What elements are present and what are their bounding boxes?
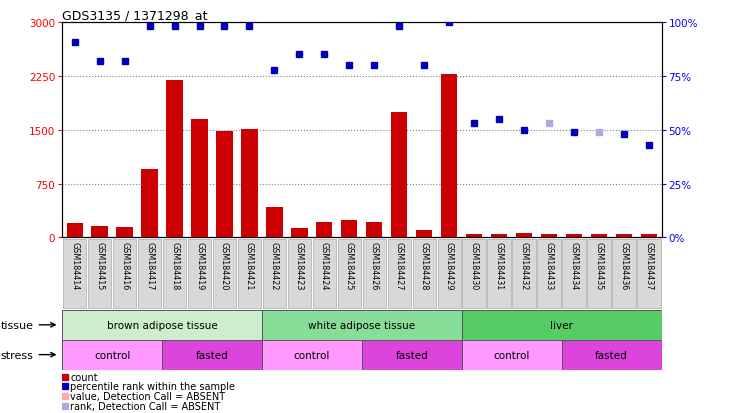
Text: control: control bbox=[94, 350, 130, 360]
Bar bbox=[63, 239, 86, 309]
Text: GSM184434: GSM184434 bbox=[569, 242, 579, 290]
Bar bbox=[138, 239, 162, 309]
Text: fasted: fasted bbox=[595, 350, 628, 360]
Bar bbox=[387, 239, 411, 309]
Bar bbox=[488, 239, 511, 309]
Text: tissue: tissue bbox=[1, 320, 34, 330]
Bar bbox=[613, 239, 636, 309]
Text: stress: stress bbox=[1, 350, 34, 360]
Text: GSM184423: GSM184423 bbox=[295, 242, 304, 290]
Bar bbox=[591, 234, 607, 238]
Bar bbox=[491, 234, 507, 238]
Text: control: control bbox=[294, 350, 330, 360]
Text: value, Detection Call = ABSENT: value, Detection Call = ABSENT bbox=[70, 391, 225, 401]
Bar bbox=[338, 239, 361, 309]
Text: brown adipose tissue: brown adipose tissue bbox=[107, 320, 217, 330]
Bar bbox=[462, 340, 561, 370]
Text: GSM184436: GSM184436 bbox=[620, 242, 629, 290]
Bar bbox=[466, 234, 482, 238]
Text: GSM184437: GSM184437 bbox=[645, 242, 654, 290]
Bar bbox=[616, 234, 632, 238]
Bar bbox=[541, 234, 557, 238]
Text: percentile rank within the sample: percentile rank within the sample bbox=[70, 382, 235, 392]
Bar bbox=[438, 239, 461, 309]
Bar bbox=[213, 239, 236, 309]
Text: GSM184414: GSM184414 bbox=[70, 242, 79, 290]
Bar bbox=[341, 221, 357, 238]
Bar bbox=[167, 81, 183, 238]
Text: GSM184426: GSM184426 bbox=[370, 242, 379, 290]
Text: white adipose tissue: white adipose tissue bbox=[308, 320, 415, 330]
Bar bbox=[516, 234, 532, 238]
Text: fasted: fasted bbox=[196, 350, 228, 360]
Text: GSM184427: GSM184427 bbox=[395, 242, 404, 290]
Text: GSM184419: GSM184419 bbox=[195, 242, 204, 290]
Text: liver: liver bbox=[550, 320, 573, 330]
Bar bbox=[562, 239, 586, 309]
Bar bbox=[141, 170, 158, 238]
Bar bbox=[262, 340, 362, 370]
Bar bbox=[88, 239, 111, 309]
Bar bbox=[262, 310, 462, 340]
Bar bbox=[67, 223, 83, 238]
Text: GSM184428: GSM184428 bbox=[420, 242, 429, 290]
Text: GSM184435: GSM184435 bbox=[594, 242, 604, 290]
Text: count: count bbox=[70, 372, 98, 382]
Bar bbox=[441, 75, 458, 238]
Text: GSM184420: GSM184420 bbox=[220, 242, 229, 290]
Bar bbox=[561, 340, 662, 370]
Bar bbox=[641, 235, 657, 238]
Text: GSM184424: GSM184424 bbox=[320, 242, 329, 290]
Bar bbox=[566, 234, 583, 238]
Bar bbox=[188, 239, 211, 309]
Bar bbox=[241, 130, 257, 238]
Text: GSM184433: GSM184433 bbox=[545, 242, 553, 290]
Text: GSM184418: GSM184418 bbox=[170, 242, 179, 290]
Text: GSM184429: GSM184429 bbox=[444, 242, 454, 290]
Bar bbox=[588, 239, 611, 309]
Text: GSM184425: GSM184425 bbox=[345, 242, 354, 290]
Bar bbox=[512, 239, 536, 309]
Bar bbox=[362, 340, 462, 370]
Text: GSM184416: GSM184416 bbox=[120, 242, 129, 290]
Bar bbox=[113, 239, 136, 309]
Bar bbox=[412, 239, 436, 309]
Bar bbox=[288, 239, 311, 309]
Bar bbox=[363, 239, 386, 309]
Bar bbox=[116, 228, 133, 238]
Bar bbox=[266, 208, 283, 238]
Text: rank, Detection Call = ABSENT: rank, Detection Call = ABSENT bbox=[70, 401, 221, 411]
Text: GSM184430: GSM184430 bbox=[470, 242, 479, 290]
Bar bbox=[291, 228, 308, 238]
Bar bbox=[463, 239, 486, 309]
Text: GDS3135 / 1371298_at: GDS3135 / 1371298_at bbox=[62, 9, 208, 22]
Text: control: control bbox=[493, 350, 530, 360]
Bar bbox=[317, 222, 333, 238]
Bar bbox=[91, 226, 107, 238]
Text: GSM184417: GSM184417 bbox=[145, 242, 154, 290]
Text: GSM184432: GSM184432 bbox=[520, 242, 529, 290]
Bar bbox=[313, 239, 336, 309]
Bar bbox=[162, 340, 262, 370]
Bar bbox=[416, 231, 433, 238]
Bar bbox=[637, 239, 661, 309]
Text: GSM184422: GSM184422 bbox=[270, 242, 279, 290]
Text: GSM184421: GSM184421 bbox=[245, 242, 254, 290]
Bar bbox=[62, 340, 162, 370]
Bar bbox=[391, 113, 407, 238]
Bar bbox=[366, 223, 382, 238]
Bar bbox=[262, 239, 286, 309]
Text: fasted: fasted bbox=[395, 350, 428, 360]
Bar bbox=[537, 239, 561, 309]
Text: GSM184431: GSM184431 bbox=[495, 242, 504, 290]
Bar bbox=[216, 132, 232, 238]
Bar bbox=[62, 310, 262, 340]
Text: GSM184415: GSM184415 bbox=[95, 242, 104, 290]
Bar bbox=[192, 120, 208, 238]
Bar bbox=[238, 239, 261, 309]
Bar bbox=[163, 239, 186, 309]
Bar bbox=[462, 310, 662, 340]
